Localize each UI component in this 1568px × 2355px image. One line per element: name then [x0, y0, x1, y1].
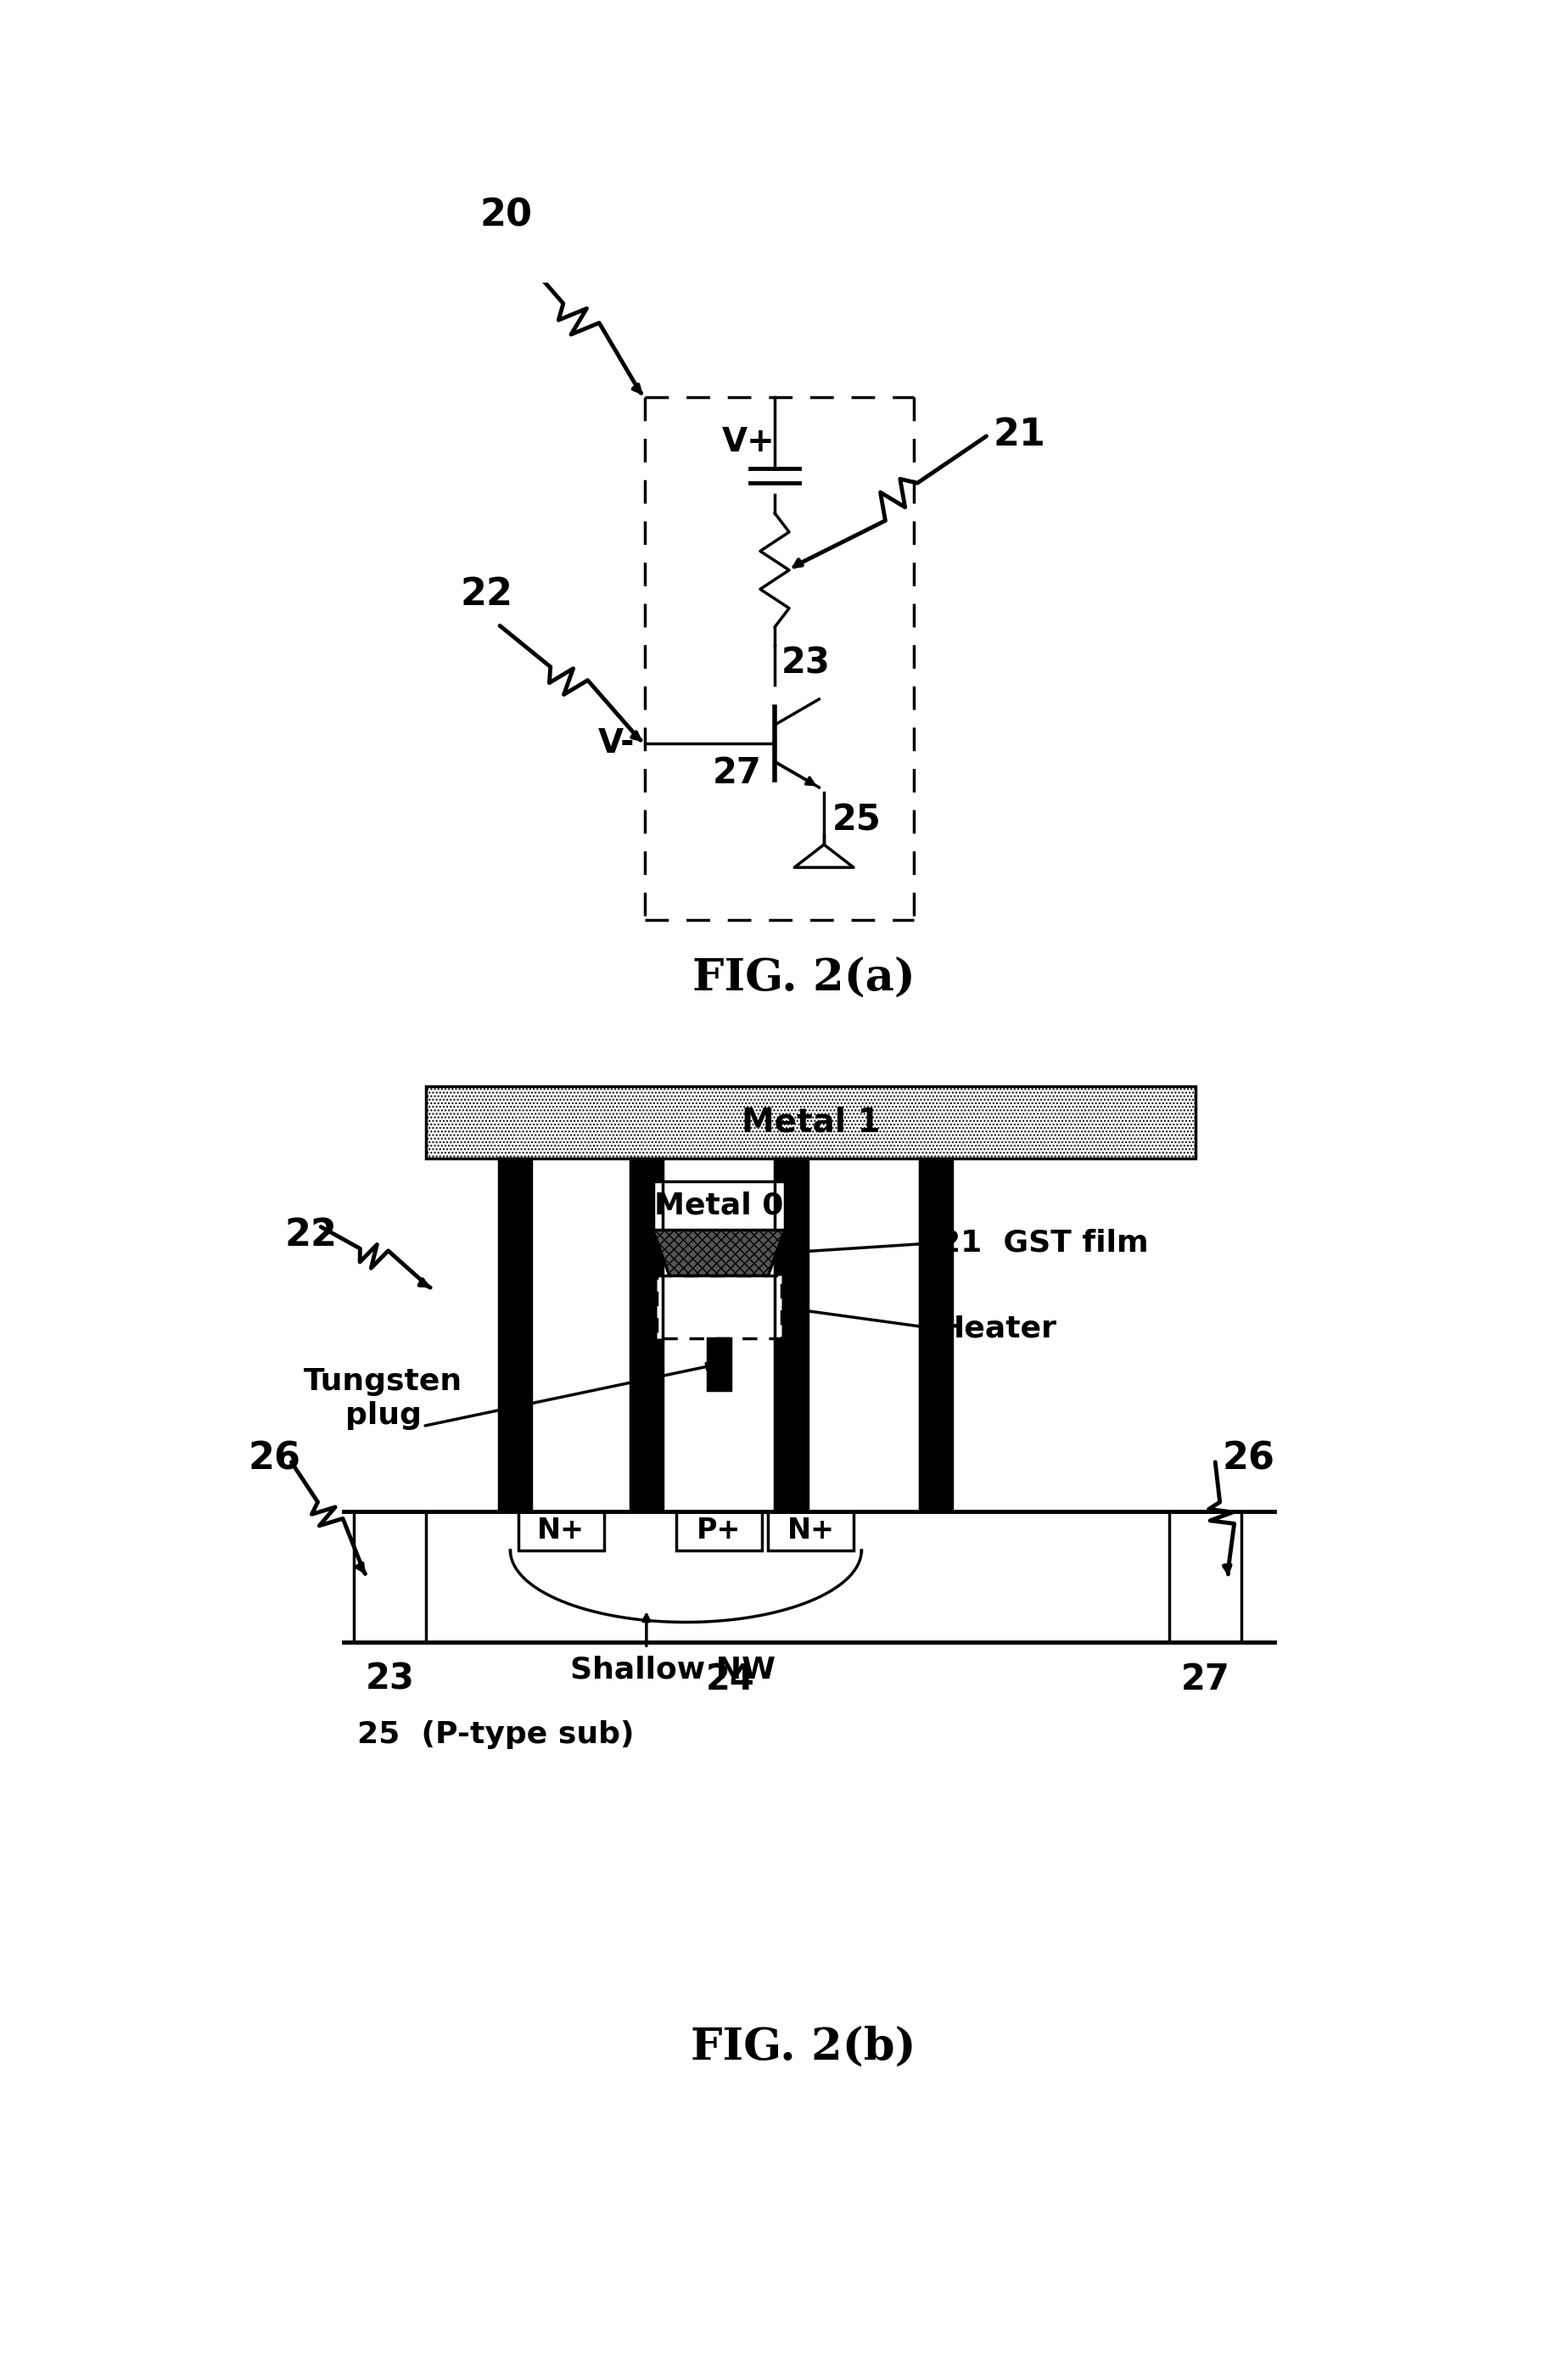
Bar	[676, 1512, 762, 1550]
Text: Shallow NW: Shallow NW	[571, 1656, 776, 1684]
Bar	[768, 1512, 853, 1550]
Text: 25: 25	[833, 803, 881, 838]
Text: 26: 26	[1221, 1441, 1275, 1477]
Text: V-: V-	[597, 728, 635, 758]
Bar	[426, 1086, 1195, 1159]
Text: 21  GST film: 21 GST film	[939, 1229, 1148, 1258]
Text: N+: N+	[538, 1517, 585, 1545]
Text: 22: 22	[461, 577, 513, 612]
Text: 27: 27	[712, 756, 762, 791]
Bar	[499, 1159, 532, 1512]
Text: V+: V+	[721, 426, 775, 459]
Bar	[1170, 1512, 1242, 1641]
Bar	[517, 1512, 604, 1550]
Text: Metal 1: Metal 1	[742, 1107, 880, 1137]
Bar	[652, 1182, 784, 1229]
Polygon shape	[652, 1229, 784, 1276]
Text: 23: 23	[365, 1660, 414, 1698]
Bar	[775, 1159, 808, 1512]
Text: 20: 20	[480, 198, 533, 233]
Text: 22: 22	[285, 1218, 337, 1253]
Text: FIG. 2(b): FIG. 2(b)	[691, 2025, 916, 2068]
Text: 21: 21	[993, 417, 1046, 452]
Text: Tungsten
plug: Tungsten plug	[304, 1368, 463, 1429]
Text: 25  (P-type sub): 25 (P-type sub)	[358, 1719, 633, 1750]
Bar	[354, 1512, 426, 1641]
Bar	[657, 1276, 781, 1338]
Text: Heater: Heater	[939, 1314, 1057, 1342]
Text: Metal 0: Metal 0	[654, 1192, 784, 1220]
Text: N+: N+	[787, 1517, 834, 1545]
Text: 23: 23	[781, 645, 831, 681]
Text: 27: 27	[1181, 1660, 1229, 1698]
Bar	[630, 1159, 663, 1512]
Text: FIG. 2(a): FIG. 2(a)	[691, 956, 916, 1001]
Text: P+: P+	[696, 1517, 742, 1545]
Text: 26: 26	[249, 1441, 301, 1477]
Bar	[707, 1338, 731, 1389]
Text: 24: 24	[706, 1660, 754, 1698]
Bar	[919, 1159, 952, 1512]
